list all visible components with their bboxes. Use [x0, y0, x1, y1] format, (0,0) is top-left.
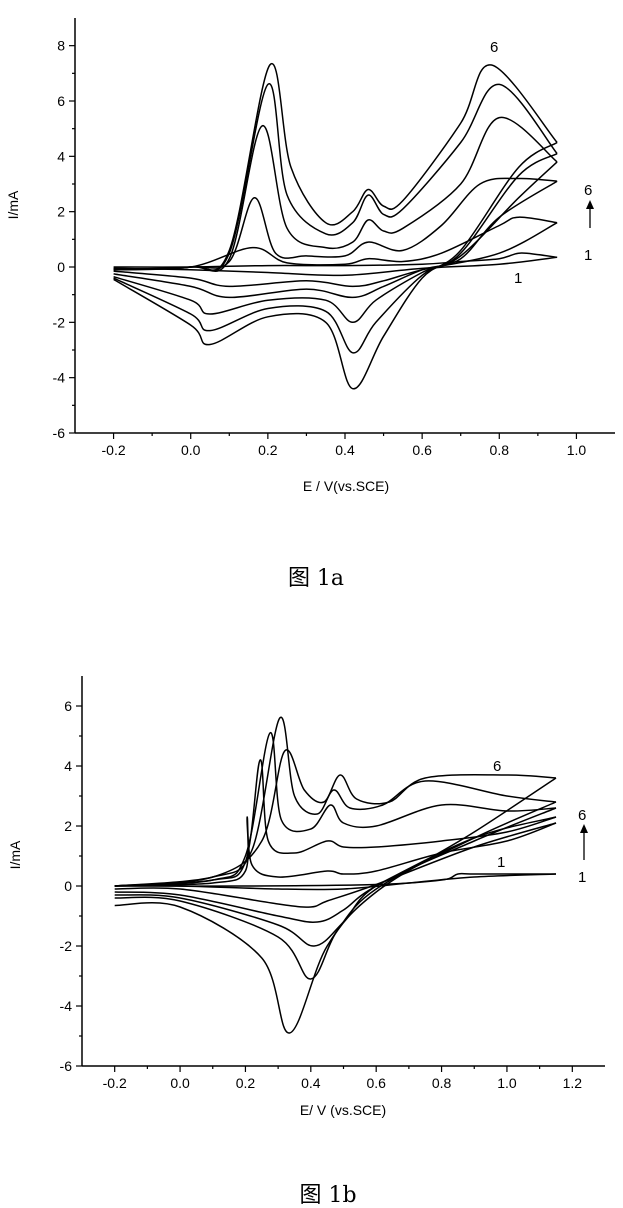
chart-1a-arrow-bottom-label: 1	[584, 247, 592, 264]
chart-1a-caption: 图 1a	[288, 566, 344, 591]
chart-1a-cycle-5-cathodic-sweep	[114, 154, 557, 353]
chart-1b-curve-top-label: 6	[493, 758, 501, 775]
chart-1a-xlabel: E / V(vs.SCE)	[303, 478, 389, 494]
chart-1b-x-tick-label: 0.2	[236, 1075, 256, 1091]
chart-1a-x-tick-label: 1.0	[567, 442, 587, 458]
chart-1a-y-tick-label: 6	[57, 93, 65, 109]
chart-1a-x-tick-label: 0.6	[412, 442, 432, 458]
chart-1a: -0.20.00.20.40.60.81.0-6-4-202468 6 1 6 …	[5, 18, 615, 591]
chart-1b-cycle-3-cathodic-sweep	[115, 817, 556, 922]
chart-1a-x-tick-label: 0.8	[490, 442, 510, 458]
chart-1b-cycle-5-anodic-sweep	[115, 717, 556, 886]
figure-canvas: -0.20.00.20.40.60.81.0-6-4-202468 6 1 6 …	[0, 0, 623, 1208]
chart-1b-xlabel: E/ V (vs.SCE)	[300, 1102, 386, 1118]
chart-1a-x-tick-label: 0.0	[181, 442, 201, 458]
chart-1a-cycle-5-anodic-sweep	[114, 84, 557, 271]
chart-1b-x-tick-label: 0.8	[432, 1075, 452, 1091]
chart-1b-cycle-6-anodic-sweep	[115, 750, 556, 886]
chart-1b-arrow-icon	[580, 824, 588, 860]
chart-1b-cycle-4-anodic-sweep	[115, 733, 556, 886]
chart-1a-curve-top-label: 6	[490, 39, 498, 56]
chart-1b-x-tick-label: 1.2	[563, 1075, 583, 1091]
chart-1b-arrow-top-label: 6	[578, 807, 586, 824]
chart-1b-x-tick-label: 0.4	[301, 1075, 321, 1091]
chart-1a-plot-area: -0.2 0.0 0.2 0.4 0.6 0.8 1.0 -6 -4 -2 0 2 4 6 8	[53, 18, 615, 458]
chart-1a-x-tick-label: 0.4	[335, 442, 355, 458]
chart-1a-y-tick-label: 4	[57, 148, 65, 164]
chart-1a-y-tick-label: 2	[57, 204, 65, 220]
chart-1b-y-tick-label: 0	[64, 878, 72, 894]
chart-1b-plot-area: -0.2 0.0 0.2 0.4 0.6 0.8 1.0 1.2 -6 -4 -2 0 2 4 6	[60, 676, 605, 1091]
chart-1a-y-tick-label: -4	[53, 370, 66, 386]
chart-1b-y-tick-label: -6	[60, 1058, 73, 1074]
chart-1a-y-tick-label: -2	[53, 314, 66, 330]
chart-1b-x-tick-label: 1.0	[497, 1075, 517, 1091]
chart-1a-arrow-icon	[586, 200, 594, 228]
chart-1a-cycle-4-anodic-sweep	[114, 117, 557, 271]
chart-1b-curve-bottom-label: 1	[497, 854, 505, 871]
chart-1a-x-tick-label: -0.2	[102, 442, 126, 458]
chart-1b-y-tick-label: 4	[64, 758, 72, 774]
chart-1b-x-tick-label: -0.2	[103, 1075, 127, 1091]
chart-1a-cycle-3-cathodic-sweep	[114, 181, 557, 297]
chart-1b-cycle-3-anodic-sweep	[115, 760, 556, 886]
chart-1b-y-tick-label: 6	[64, 698, 72, 714]
chart-1a-x-tick-label: 0.2	[258, 442, 278, 458]
chart-1b-caption: 图 1b	[299, 1183, 356, 1208]
chart-1b-y-tick-label: 2	[64, 818, 72, 834]
chart-1b: -0.20.00.20.40.60.81.01.2-6-4-20246 6 1 …	[7, 676, 605, 1208]
chart-1a-y-tick-label: 0	[57, 259, 65, 275]
chart-1a-y-tick-label: 8	[57, 38, 65, 54]
chart-1a-cycle-6-anodic-sweep	[114, 64, 557, 271]
chart-1b-cycle-4-cathodic-sweep	[115, 808, 556, 946]
chart-1b-y-tick-label: -2	[60, 938, 73, 954]
chart-1a-cycle-2-cathodic-sweep	[114, 223, 557, 287]
chart-1b-ylabel: I/mA	[7, 840, 23, 869]
chart-1b-x-tick-label: 0.0	[170, 1075, 190, 1091]
chart-1a-arrow-top-label: 6	[584, 182, 592, 199]
chart-1b-cycle-6-cathodic-sweep	[115, 778, 556, 1033]
chart-1a-ylabel: I/mA	[5, 190, 21, 219]
chart-1b-x-tick-label: 0.6	[366, 1075, 386, 1091]
chart-1b-y-tick-label: -4	[60, 998, 73, 1014]
chart-1a-cycle-4-cathodic-sweep	[114, 162, 557, 322]
chart-1b-arrow-bottom-label: 1	[578, 869, 586, 886]
chart-1a-curve-bottom-label: 1	[514, 270, 522, 287]
chart-1a-y-tick-label: -6	[53, 425, 66, 441]
chart-1b-cycle-5-cathodic-sweep	[115, 802, 556, 979]
